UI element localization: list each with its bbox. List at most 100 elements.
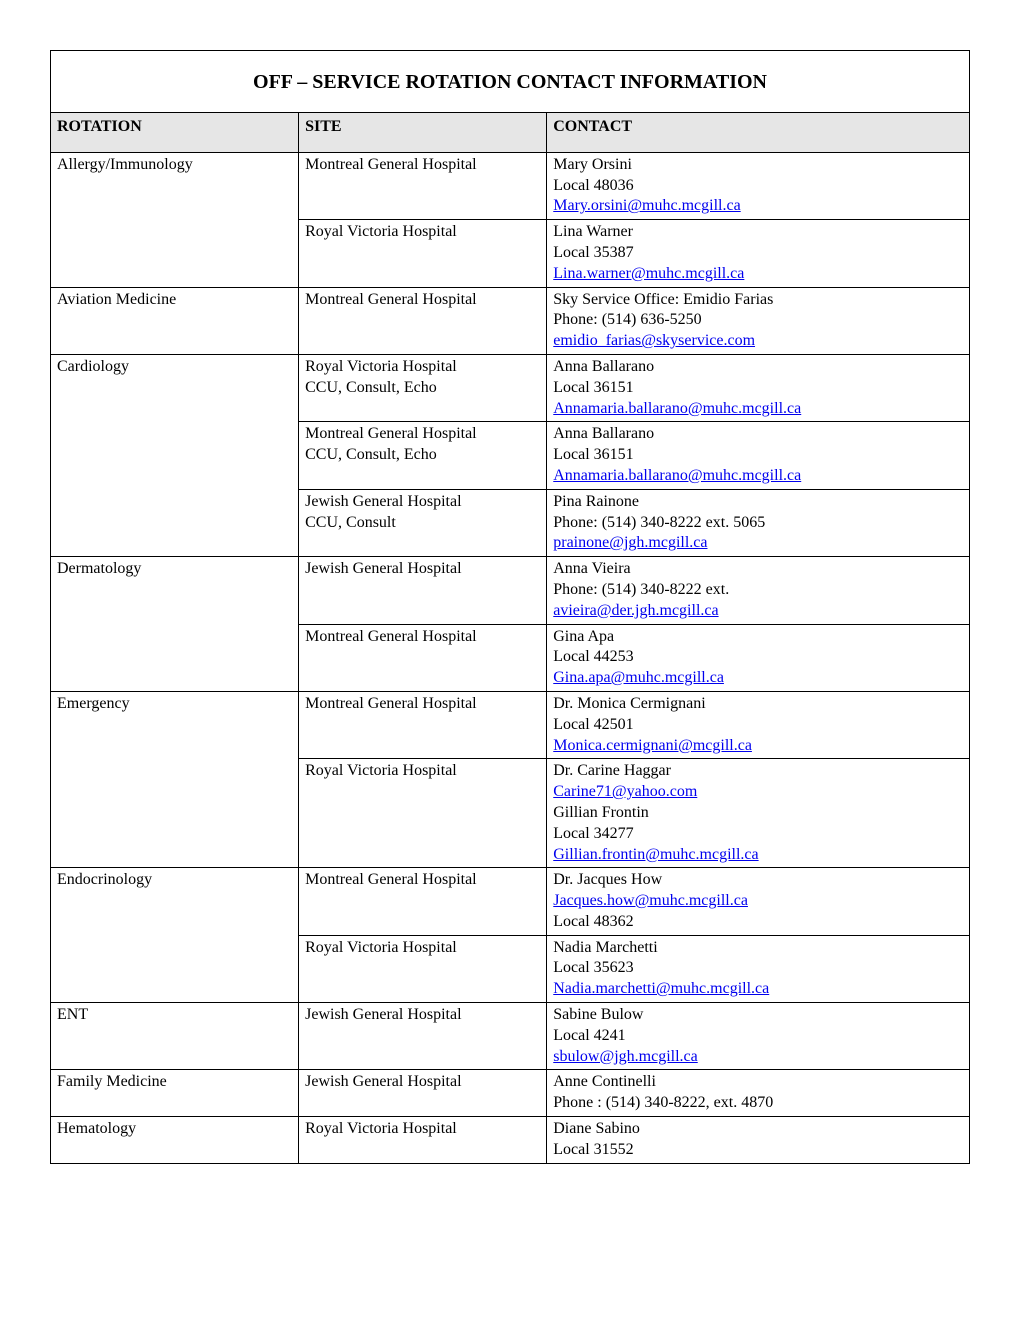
contact-text: Dr. Monica Cermignani [553, 694, 963, 715]
site-cell: Jewish General Hospital [299, 1003, 547, 1070]
contact-text: Local 42501 [553, 715, 963, 736]
site-cell: Jewish General Hospital [299, 557, 547, 624]
site-cell: Royal Victoria Hospital [299, 759, 547, 868]
header-rotation: ROTATION [51, 113, 299, 153]
rotation-cell: Cardiology [51, 354, 299, 556]
rotation-cell: ENT [51, 1003, 299, 1070]
rotation-cell: Hematology [51, 1117, 299, 1164]
contact-email-link[interactable]: Monica.cermignani@mcgill.ca [553, 736, 963, 757]
table-row: DermatologyJewish General HospitalAnna V… [51, 557, 970, 624]
contact-text: Phone: (514) 340-8222 ext. 5065 [553, 513, 963, 534]
table-row: HematologyRoyal Victoria HospitalDiane S… [51, 1117, 970, 1164]
table-row: Family MedicineJewish General HospitalAn… [51, 1070, 970, 1117]
site-cell: Royal Victoria Hospital [299, 1117, 547, 1164]
contact-text: Lina Warner [553, 222, 963, 243]
site-cell: Jewish General Hospital [299, 1070, 547, 1117]
contact-email-link[interactable]: Carine71@yahoo.com [553, 782, 963, 803]
contact-cell: Diane SabinoLocal 31552 [547, 1117, 970, 1164]
rotation-cell: Dermatology [51, 557, 299, 692]
table-row: ENTJewish General HospitalSabine BulowLo… [51, 1003, 970, 1070]
table-row: Allergy/ImmunologyMontreal General Hospi… [51, 152, 970, 219]
table-row: Aviation MedicineMontreal General Hospit… [51, 287, 970, 354]
contact-text: Local 44253 [553, 647, 963, 668]
contact-cell: Anna VieiraPhone: (514) 340-8222 ext.avi… [547, 557, 970, 624]
contact-text: Local 36151 [553, 445, 963, 466]
contact-text: Local 35387 [553, 243, 963, 264]
contact-text: Local 48036 [553, 176, 963, 197]
contact-email-link[interactable]: prainone@jgh.mcgill.ca [553, 533, 963, 554]
page-title: OFF – SERVICE ROTATION CONTACT INFORMATI… [50, 50, 970, 112]
site-cell: Montreal General Hospital [299, 152, 547, 219]
contact-text: Phone: (514) 340-8222 ext. [553, 580, 963, 601]
contact-text: Pina Rainone [553, 492, 963, 513]
contact-table: ROTATION SITE CONTACT Allergy/Immunology… [50, 112, 970, 1164]
header-site: SITE [299, 113, 547, 153]
contact-email-link[interactable]: emidio_farias@skyservice.com [553, 331, 963, 352]
contact-text: Mary Orsini [553, 155, 963, 176]
contact-text: Anna Ballarano [553, 424, 963, 445]
contact-email-link[interactable]: Annamaria.ballarano@muhc.mcgill.ca [553, 466, 963, 487]
contact-cell: Pina RainonePhone: (514) 340-8222 ext. 5… [547, 489, 970, 556]
contact-email-link[interactable]: Mary.orsini@muhc.mcgill.ca [553, 196, 963, 217]
contact-text: Sabine Bulow [553, 1005, 963, 1026]
contact-text: Phone: (514) 636-5250 [553, 310, 963, 331]
contact-text: Sky Service Office: Emidio Farias [553, 290, 963, 311]
table-header-row: ROTATION SITE CONTACT [51, 113, 970, 153]
contact-email-link[interactable]: Gillian.frontin@muhc.mcgill.ca [553, 845, 963, 866]
contact-text: Anna Vieira [553, 559, 963, 580]
contact-text: Gina Apa [553, 627, 963, 648]
site-cell: Montreal General Hospital [299, 624, 547, 691]
contact-cell: Mary OrsiniLocal 48036Mary.orsini@muhc.m… [547, 152, 970, 219]
site-cell: Royal Victoria Hospital [299, 935, 547, 1002]
contact-text: Local 34277 [553, 824, 963, 845]
contact-cell: Nadia MarchettiLocal 35623Nadia.marchett… [547, 935, 970, 1002]
contact-email-link[interactable]: avieira@der.jgh.mcgill.ca [553, 601, 963, 622]
contact-cell: Sabine BulowLocal 4241sbulow@jgh.mcgill.… [547, 1003, 970, 1070]
contact-email-link[interactable]: Gina.apa@muhc.mcgill.ca [553, 668, 963, 689]
contact-email-link[interactable]: Jacques.how@muhc.mcgill.ca [553, 891, 963, 912]
contact-text: Phone : (514) 340-8222, ext. 4870 [553, 1093, 963, 1114]
contact-text: Local 35623 [553, 958, 963, 979]
contact-text: Anna Ballarano [553, 357, 963, 378]
site-cell: Royal Victoria HospitalCCU, Consult, Ech… [299, 354, 547, 421]
contact-cell: Dr. Monica CermignaniLocal 42501Monica.c… [547, 691, 970, 758]
rotation-cell: Family Medicine [51, 1070, 299, 1117]
contact-text: Nadia Marchetti [553, 938, 963, 959]
contact-text: Local 48362 [553, 912, 963, 933]
contact-text: Local 31552 [553, 1140, 963, 1161]
header-contact: CONTACT [547, 113, 970, 153]
contact-email-link[interactable]: Nadia.marchetti@muhc.mcgill.ca [553, 979, 963, 1000]
table-row: CardiologyRoyal Victoria HospitalCCU, Co… [51, 354, 970, 421]
rotation-cell: Aviation Medicine [51, 287, 299, 354]
contact-text: Diane Sabino [553, 1119, 963, 1140]
contact-cell: Anna BallaranoLocal 36151Annamaria.balla… [547, 354, 970, 421]
table-row: EndocrinologyMontreal General HospitalDr… [51, 868, 970, 935]
rotation-cell: Emergency [51, 691, 299, 867]
site-cell: Montreal General Hospital [299, 287, 547, 354]
rotation-cell: Endocrinology [51, 868, 299, 1003]
contact-cell: Anna BallaranoLocal 36151Annamaria.balla… [547, 422, 970, 489]
contact-email-link[interactable]: Annamaria.ballarano@muhc.mcgill.ca [553, 399, 963, 420]
contact-cell: Dr. Carine HaggarCarine71@yahoo.comGilli… [547, 759, 970, 868]
site-cell: Royal Victoria Hospital [299, 220, 547, 287]
contact-cell: Gina ApaLocal 44253Gina.apa@muhc.mcgill.… [547, 624, 970, 691]
contact-text: Dr. Carine Haggar [553, 761, 963, 782]
contact-text: Local 4241 [553, 1026, 963, 1047]
contact-text: Local 36151 [553, 378, 963, 399]
site-cell: Montreal General Hospital [299, 868, 547, 935]
contact-cell: Lina WarnerLocal 35387Lina.warner@muhc.m… [547, 220, 970, 287]
rotation-cell: Allergy/Immunology [51, 152, 299, 287]
contact-text: Gillian Frontin [553, 803, 963, 824]
contact-email-link[interactable]: Lina.warner@muhc.mcgill.ca [553, 264, 963, 285]
site-cell: Montreal General HospitalCCU, Consult, E… [299, 422, 547, 489]
table-body: Allergy/ImmunologyMontreal General Hospi… [51, 152, 970, 1163]
site-cell: Jewish General HospitalCCU, Consult [299, 489, 547, 556]
contact-cell: Anne ContinelliPhone : (514) 340-8222, e… [547, 1070, 970, 1117]
contact-text: Dr. Jacques How [553, 870, 963, 891]
table-row: EmergencyMontreal General HospitalDr. Mo… [51, 691, 970, 758]
site-cell: Montreal General Hospital [299, 691, 547, 758]
contact-cell: Sky Service Office: Emidio FariasPhone: … [547, 287, 970, 354]
contact-email-link[interactable]: sbulow@jgh.mcgill.ca [553, 1047, 963, 1068]
contact-text: Anne Continelli [553, 1072, 963, 1093]
contact-cell: Dr. Jacques HowJacques.how@muhc.mcgill.c… [547, 868, 970, 935]
